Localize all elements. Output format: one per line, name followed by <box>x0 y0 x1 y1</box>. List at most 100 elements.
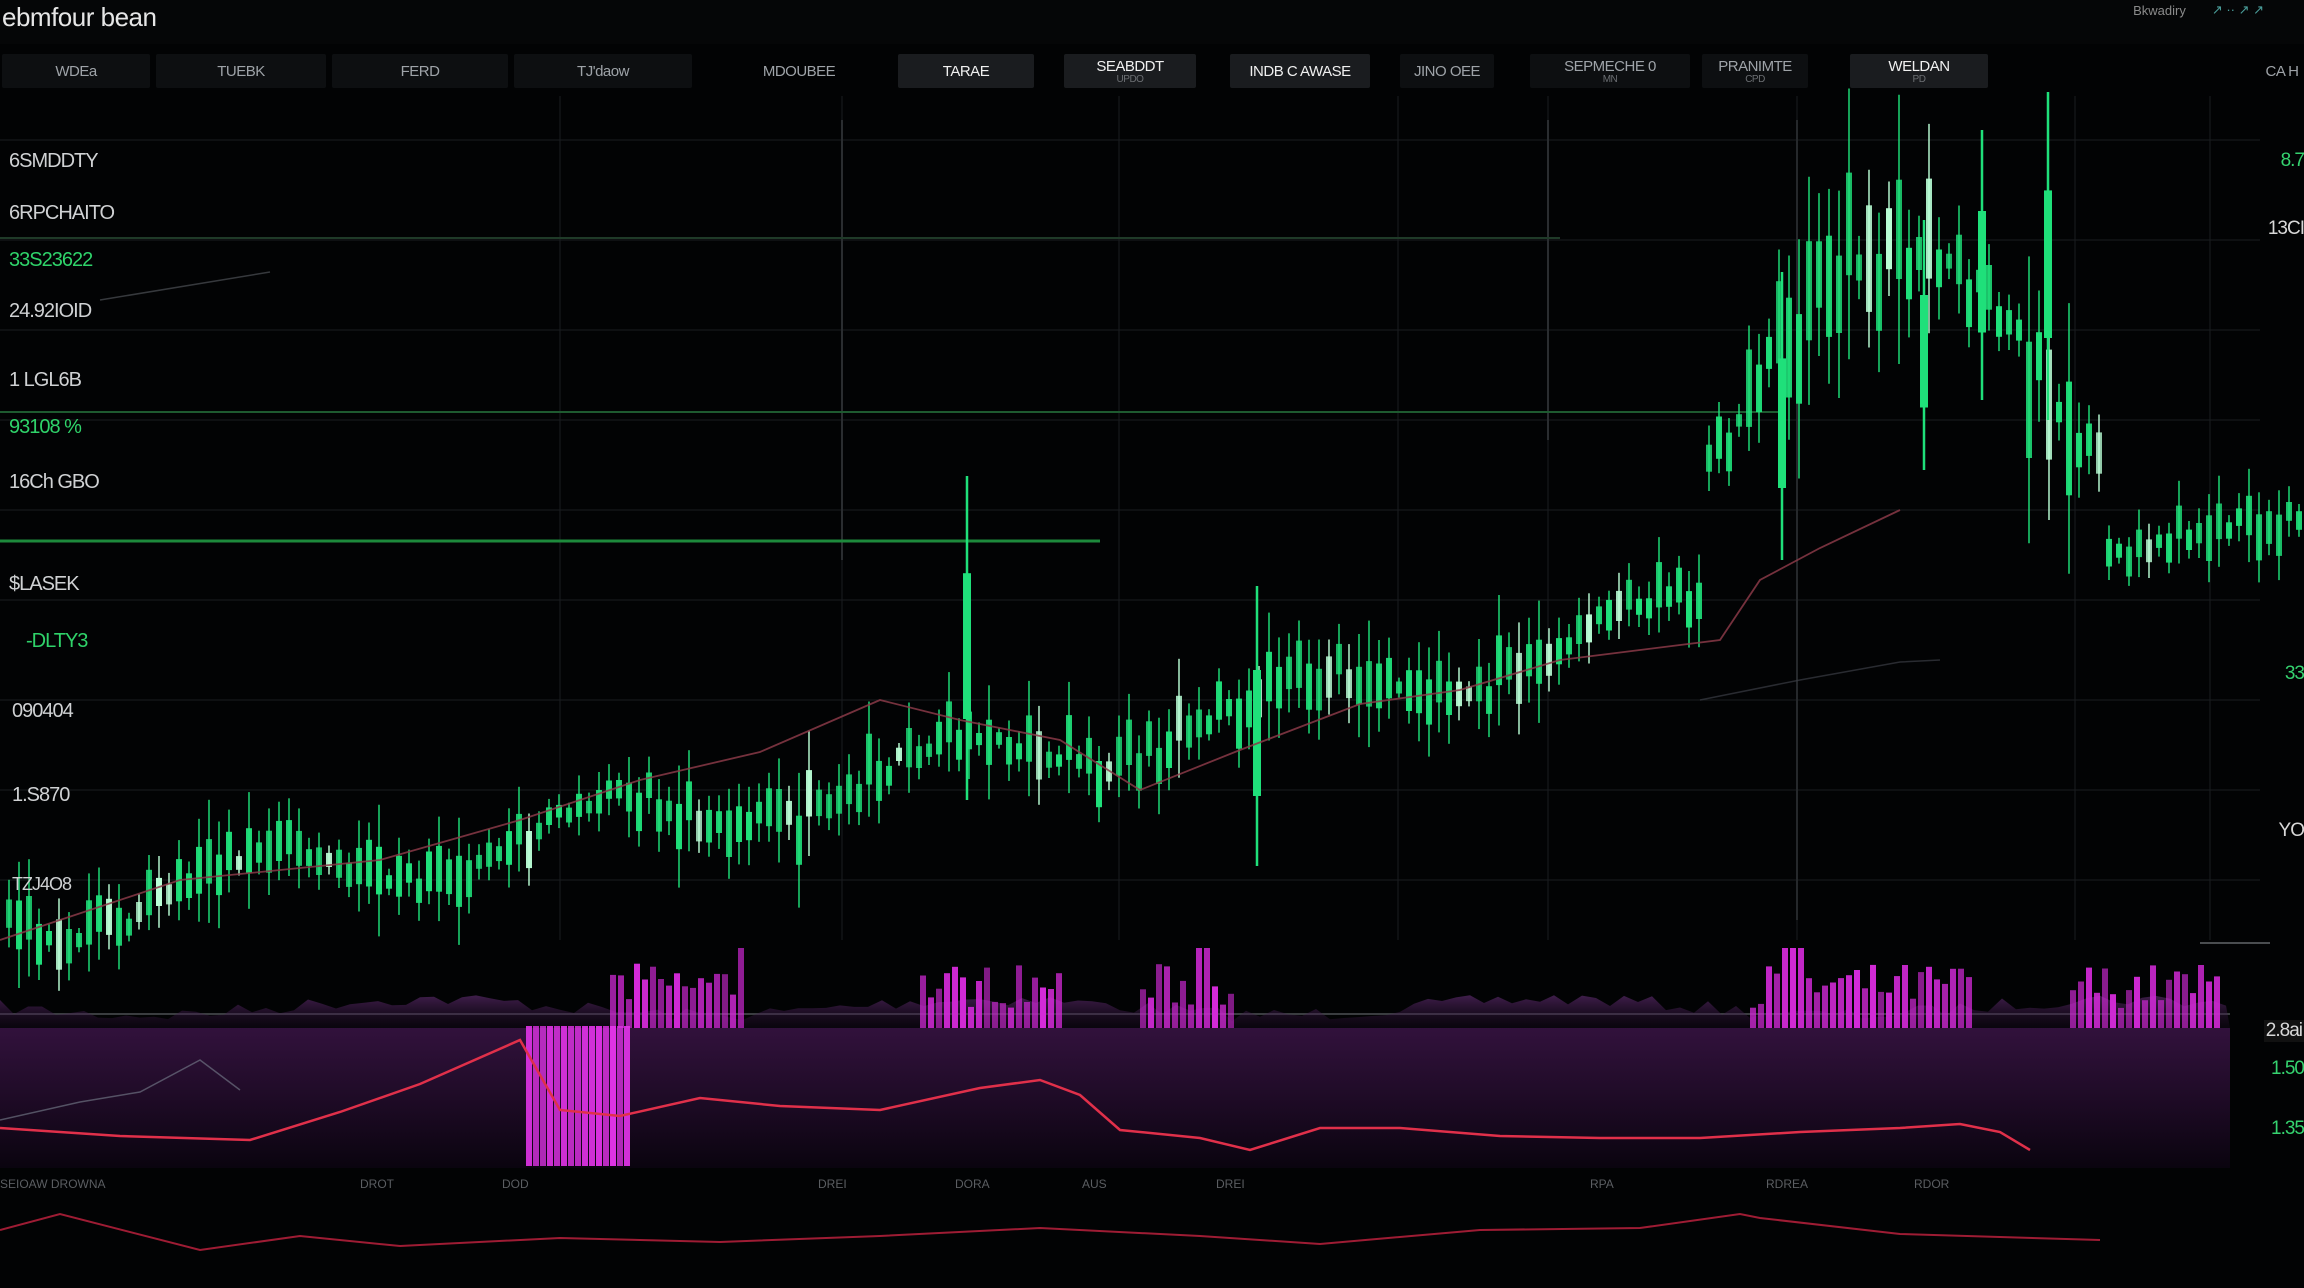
toolbar-button-tuebk[interactable]: TUEBK <box>156 54 326 88</box>
ghost-tab <box>470 26 530 40</box>
candle-body <box>846 774 852 805</box>
volume-bar <box>2094 992 2100 1028</box>
indicator-lines <box>0 271 2101 1252</box>
volume-bar <box>952 966 958 1028</box>
candle-body <box>1576 615 1582 644</box>
candle-body <box>2206 515 2212 561</box>
volume-spike-bar <box>610 1026 616 1166</box>
toolbar-button-sepmeche[interactable]: SEPMECHE 0 MN <box>1530 54 1690 88</box>
toolbar-button-cah[interactable]: CA H <box>2265 62 2299 80</box>
toolbar-button-pranimte[interactable]: PRANIMTE CPD <box>1702 54 1808 88</box>
volume-spike-bar <box>603 1026 609 1166</box>
candle-body <box>1726 432 1732 472</box>
price-label-right: 2.8ai <box>2263 1020 2304 1042</box>
volume-bar <box>1164 966 1170 1028</box>
candle-body <box>1686 591 1692 628</box>
candle-body <box>1336 643 1342 675</box>
candle-body <box>166 884 172 905</box>
time-label: AUS <box>1082 1177 1107 1191</box>
toolbar-button-weldan[interactable]: WELDAN PD <box>1850 54 1988 88</box>
chart-grid <box>0 96 2260 940</box>
candle-body <box>746 811 752 841</box>
toolbar-button-mdoubee[interactable]: MDOUBEE <box>762 62 836 80</box>
candle-body <box>886 765 892 786</box>
candlestick-series <box>6 88 2302 991</box>
toolbar-button-tarae[interactable]: TARAE <box>898 54 1034 88</box>
candle-body <box>126 918 132 936</box>
candle-body <box>2136 529 2142 558</box>
candle-body <box>1016 743 1022 760</box>
volume-bar <box>1180 980 1186 1028</box>
candle-body <box>2006 310 2012 335</box>
candle-body <box>466 860 472 898</box>
candle-body <box>1496 635 1502 686</box>
candle-body <box>1966 279 1972 328</box>
candle-body <box>806 770 812 817</box>
candle-body <box>2076 432 2082 468</box>
time-label: DOD <box>502 1177 529 1191</box>
toolbar-button-tjdaow[interactable]: TJ'daow <box>514 54 692 88</box>
volume-bar <box>1140 989 1146 1028</box>
candle-body <box>726 810 732 857</box>
toolbar-button-wdea[interactable]: WDEa <box>2 54 150 88</box>
volume-bar <box>944 973 950 1028</box>
volume-spike-bar <box>596 1026 602 1166</box>
candle-body <box>2116 543 2122 558</box>
account-label[interactable]: Bkwadiry <box>2133 2 2186 18</box>
volume-bar <box>690 987 696 1028</box>
candle-body <box>256 842 262 863</box>
candle-body <box>656 799 662 832</box>
candle-body <box>36 923 42 965</box>
candle-body <box>1436 660 1442 703</box>
candle-body <box>1556 638 1562 665</box>
volume-spike-bar <box>617 1026 623 1166</box>
volume-spike-bar <box>526 1026 532 1166</box>
candle-body <box>1096 761 1102 808</box>
candle-body <box>76 933 82 948</box>
candle-body <box>1036 731 1042 780</box>
candle-body <box>1366 661 1372 707</box>
volume-bar <box>2206 981 2212 1028</box>
candle-body <box>26 896 32 940</box>
toolbar-button-ferd[interactable]: FERD <box>332 54 508 88</box>
candle-body <box>996 732 1002 745</box>
candle-body <box>896 747 902 761</box>
candle-body <box>476 854 482 869</box>
candle-body <box>1956 234 1962 285</box>
candle-body <box>2296 511 2302 530</box>
toolbar-button-seabddt[interactable]: SEABDDT UPDO <box>1064 54 1196 88</box>
candle-body <box>206 839 212 884</box>
candle-body <box>286 820 292 855</box>
title-bar: ebmfour bean Bkwadiry ↗ ·· ↗ ↗ <box>0 0 2304 44</box>
volume-bar <box>650 966 656 1028</box>
trend-arrow-icon[interactable]: ↗ ·· ↗ ↗ <box>2211 2 2264 17</box>
volume-bar <box>1950 968 1956 1028</box>
time-label: RPA <box>1590 1177 1614 1191</box>
candle-body <box>1776 281 1782 364</box>
candle-body <box>1026 715 1032 762</box>
toolbar-button-indb-awase[interactable]: INDB C AWASE <box>1230 54 1370 88</box>
candle-body <box>776 789 782 832</box>
volume-bar <box>2102 968 2108 1028</box>
candle-body <box>1286 656 1292 690</box>
volume-bar <box>2142 1000 2148 1028</box>
candle-body <box>2266 511 2272 544</box>
price-label: 6SMDDTY <box>9 150 99 172</box>
candle-body <box>816 789 822 817</box>
candle-body <box>1116 736 1122 776</box>
candle-body <box>1166 731 1172 768</box>
price-label: TZJ4O8 <box>12 874 72 894</box>
candle-body <box>1296 640 1302 688</box>
candle-body <box>1986 265 1992 310</box>
volume-bar <box>730 994 736 1028</box>
candle-body <box>1316 668 1322 711</box>
candle-body <box>1006 737 1012 765</box>
volume-bar <box>1814 992 1820 1028</box>
candle-body <box>386 875 392 889</box>
volume-bar <box>658 979 664 1028</box>
candle-body <box>146 869 152 916</box>
toolbar-button-jino-oee[interactable]: JINO OEE <box>1400 54 1494 88</box>
candle-body <box>2226 522 2232 539</box>
price-label: -DLTY3 <box>26 630 88 652</box>
